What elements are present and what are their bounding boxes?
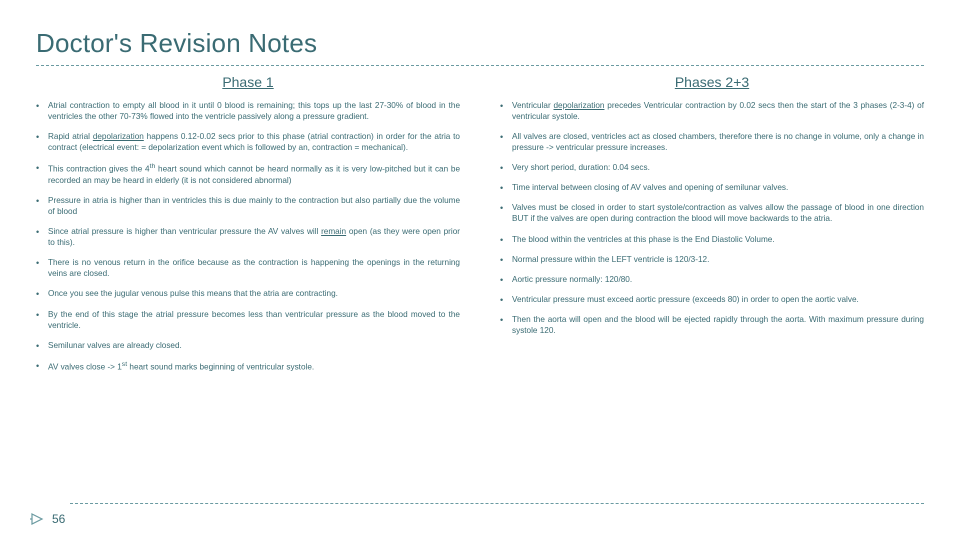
left-heading: Phase 1 [36,74,460,90]
list-item: This contraction gives the 4th heart sou… [36,162,460,186]
list-item: Ventricular pressure must exceed aortic … [500,294,924,305]
list-item: Very short period, duration: 0.04 secs. [500,162,924,173]
list-item: Semilunar valves are already closed. [36,340,460,351]
list-item: Atrial contraction to empty all blood in… [36,100,460,122]
list-item: Once you see the jugular venous pulse th… [36,288,460,299]
slide: Doctor's Revision Notes Phase 1 Atrial c… [0,0,960,540]
page-title: Doctor's Revision Notes [36,28,924,59]
left-list: Atrial contraction to empty all blood in… [36,100,460,373]
play-icon [30,513,44,525]
right-heading: Phases 2+3 [500,74,924,90]
list-item: Normal pressure within the LEFT ventricl… [500,254,924,265]
footer: 56 [30,512,65,526]
list-item: The blood within the ventricles at this … [500,234,924,245]
list-item: Ventricular depolarization precedes Vent… [500,100,924,122]
list-item: By the end of this stage the atrial pres… [36,309,460,331]
list-item: All valves are closed, ventricles act as… [500,131,924,153]
list-item: Pressure in atria is higher than in vent… [36,195,460,217]
column-left: Phase 1 Atrial contraction to empty all … [36,74,460,382]
page-number: 56 [52,512,65,526]
list-item: Valves must be closed in order to start … [500,202,924,224]
content-columns: Phase 1 Atrial contraction to empty all … [36,74,924,382]
list-item: Time interval between closing of AV valv… [500,182,924,193]
list-item: There is no venous return in the orifice… [36,257,460,279]
list-item: Aortic pressure normally: 120/80. [500,274,924,285]
divider-top [36,65,924,66]
list-item: Then the aorta will open and the blood w… [500,314,924,336]
divider-bottom [70,503,924,504]
right-list: Ventricular depolarization precedes Vent… [500,100,924,336]
column-right: Phases 2+3 Ventricular depolarization pr… [500,74,924,382]
list-item: Rapid atrial depolarization happens 0.12… [36,131,460,153]
list-item: AV valves close -> 1st heart sound marks… [36,360,460,373]
list-item: Since atrial pressure is higher than ven… [36,226,460,248]
